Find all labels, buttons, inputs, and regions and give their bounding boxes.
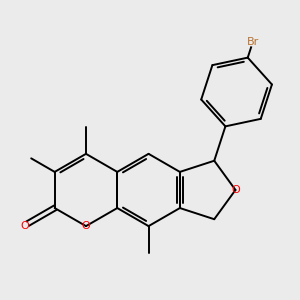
Text: Br: Br <box>247 37 259 47</box>
Text: O: O <box>231 185 240 195</box>
Text: O: O <box>20 220 29 231</box>
Text: O: O <box>82 221 90 231</box>
